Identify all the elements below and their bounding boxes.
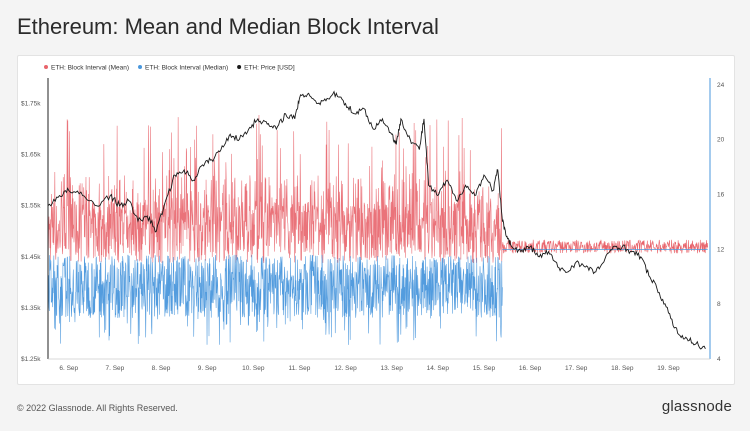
series-line-price bbox=[47, 90, 706, 350]
right-tick-label: 8 bbox=[717, 301, 721, 308]
legend-label-median[interactable]: ETH: Block Interval (Median) bbox=[145, 64, 228, 71]
chart-title: Ethereum: Mean and Median Block Interval bbox=[17, 14, 439, 39]
legend: ETH: Block Interval (Mean) ETH: Block Int… bbox=[44, 64, 295, 71]
x-tick-label: 15. Sep bbox=[473, 365, 496, 372]
x-tick-label: 14. Sep bbox=[427, 365, 450, 372]
right-tick-label: 20 bbox=[717, 137, 725, 144]
x-tick-label: 7. Sep bbox=[105, 365, 124, 372]
x-tick-label: 17. Sep bbox=[565, 365, 588, 372]
legend-label-price[interactable]: ETH: Price [USD] bbox=[244, 64, 295, 71]
x-tick-label: 10. Sep bbox=[242, 365, 265, 372]
x-tick-label: 6. Sep bbox=[59, 365, 78, 372]
x-tick-label: 13. Sep bbox=[380, 365, 403, 372]
legend-label-mean[interactable]: ETH: Block Interval (Mean) bbox=[51, 64, 129, 71]
series-layer bbox=[47, 90, 708, 350]
chart-panel: ETH: Block Interval (Mean) ETH: Block Int… bbox=[17, 55, 735, 385]
block-interval-chart: ETH: Block Interval (Mean) ETH: Block Int… bbox=[21, 64, 725, 372]
series-line-mean-post-merge bbox=[502, 239, 708, 254]
left-tick-label: $1.35k bbox=[21, 305, 41, 312]
copyright: © 2022 Glassnode. All Rights Reserved. bbox=[17, 403, 178, 413]
left-tick-label: $1.65k bbox=[21, 152, 41, 159]
axes-layer: $1.25k $1.35k $1.45k $1.55k $1.65k $1.75k 4 8 12… bbox=[21, 78, 725, 372]
x-tick-label: 16. Sep bbox=[519, 365, 542, 372]
series-line-mean-pre-merge bbox=[47, 115, 503, 264]
legend-marker-median bbox=[138, 65, 143, 69]
right-tick-label: 12 bbox=[717, 246, 725, 253]
x-tick-label: 18. Sep bbox=[611, 365, 634, 372]
brand-logo: glassnode bbox=[661, 398, 732, 415]
left-tick-label: $1.75k bbox=[21, 101, 41, 108]
x-tick-label: 8. Sep bbox=[152, 365, 171, 372]
x-tick-label: 11. Sep bbox=[288, 365, 310, 372]
right-tick-label: 24 bbox=[717, 82, 725, 89]
left-tick-label: $1.25k bbox=[21, 356, 41, 363]
series-line-median-pre-merge bbox=[47, 254, 503, 345]
legend-marker-mean bbox=[44, 65, 48, 69]
x-tick-label: 19. Sep bbox=[657, 365, 680, 372]
x-tick-label: 12. Sep bbox=[334, 365, 357, 372]
left-tick-label: $1.45k bbox=[21, 254, 41, 261]
left-tick-label: $1.55k bbox=[21, 203, 41, 210]
legend-marker-price bbox=[237, 65, 242, 69]
right-tick-label: 4 bbox=[717, 356, 721, 363]
right-tick-label: 16 bbox=[717, 192, 725, 199]
x-tick-label: 9. Sep bbox=[198, 365, 217, 372]
